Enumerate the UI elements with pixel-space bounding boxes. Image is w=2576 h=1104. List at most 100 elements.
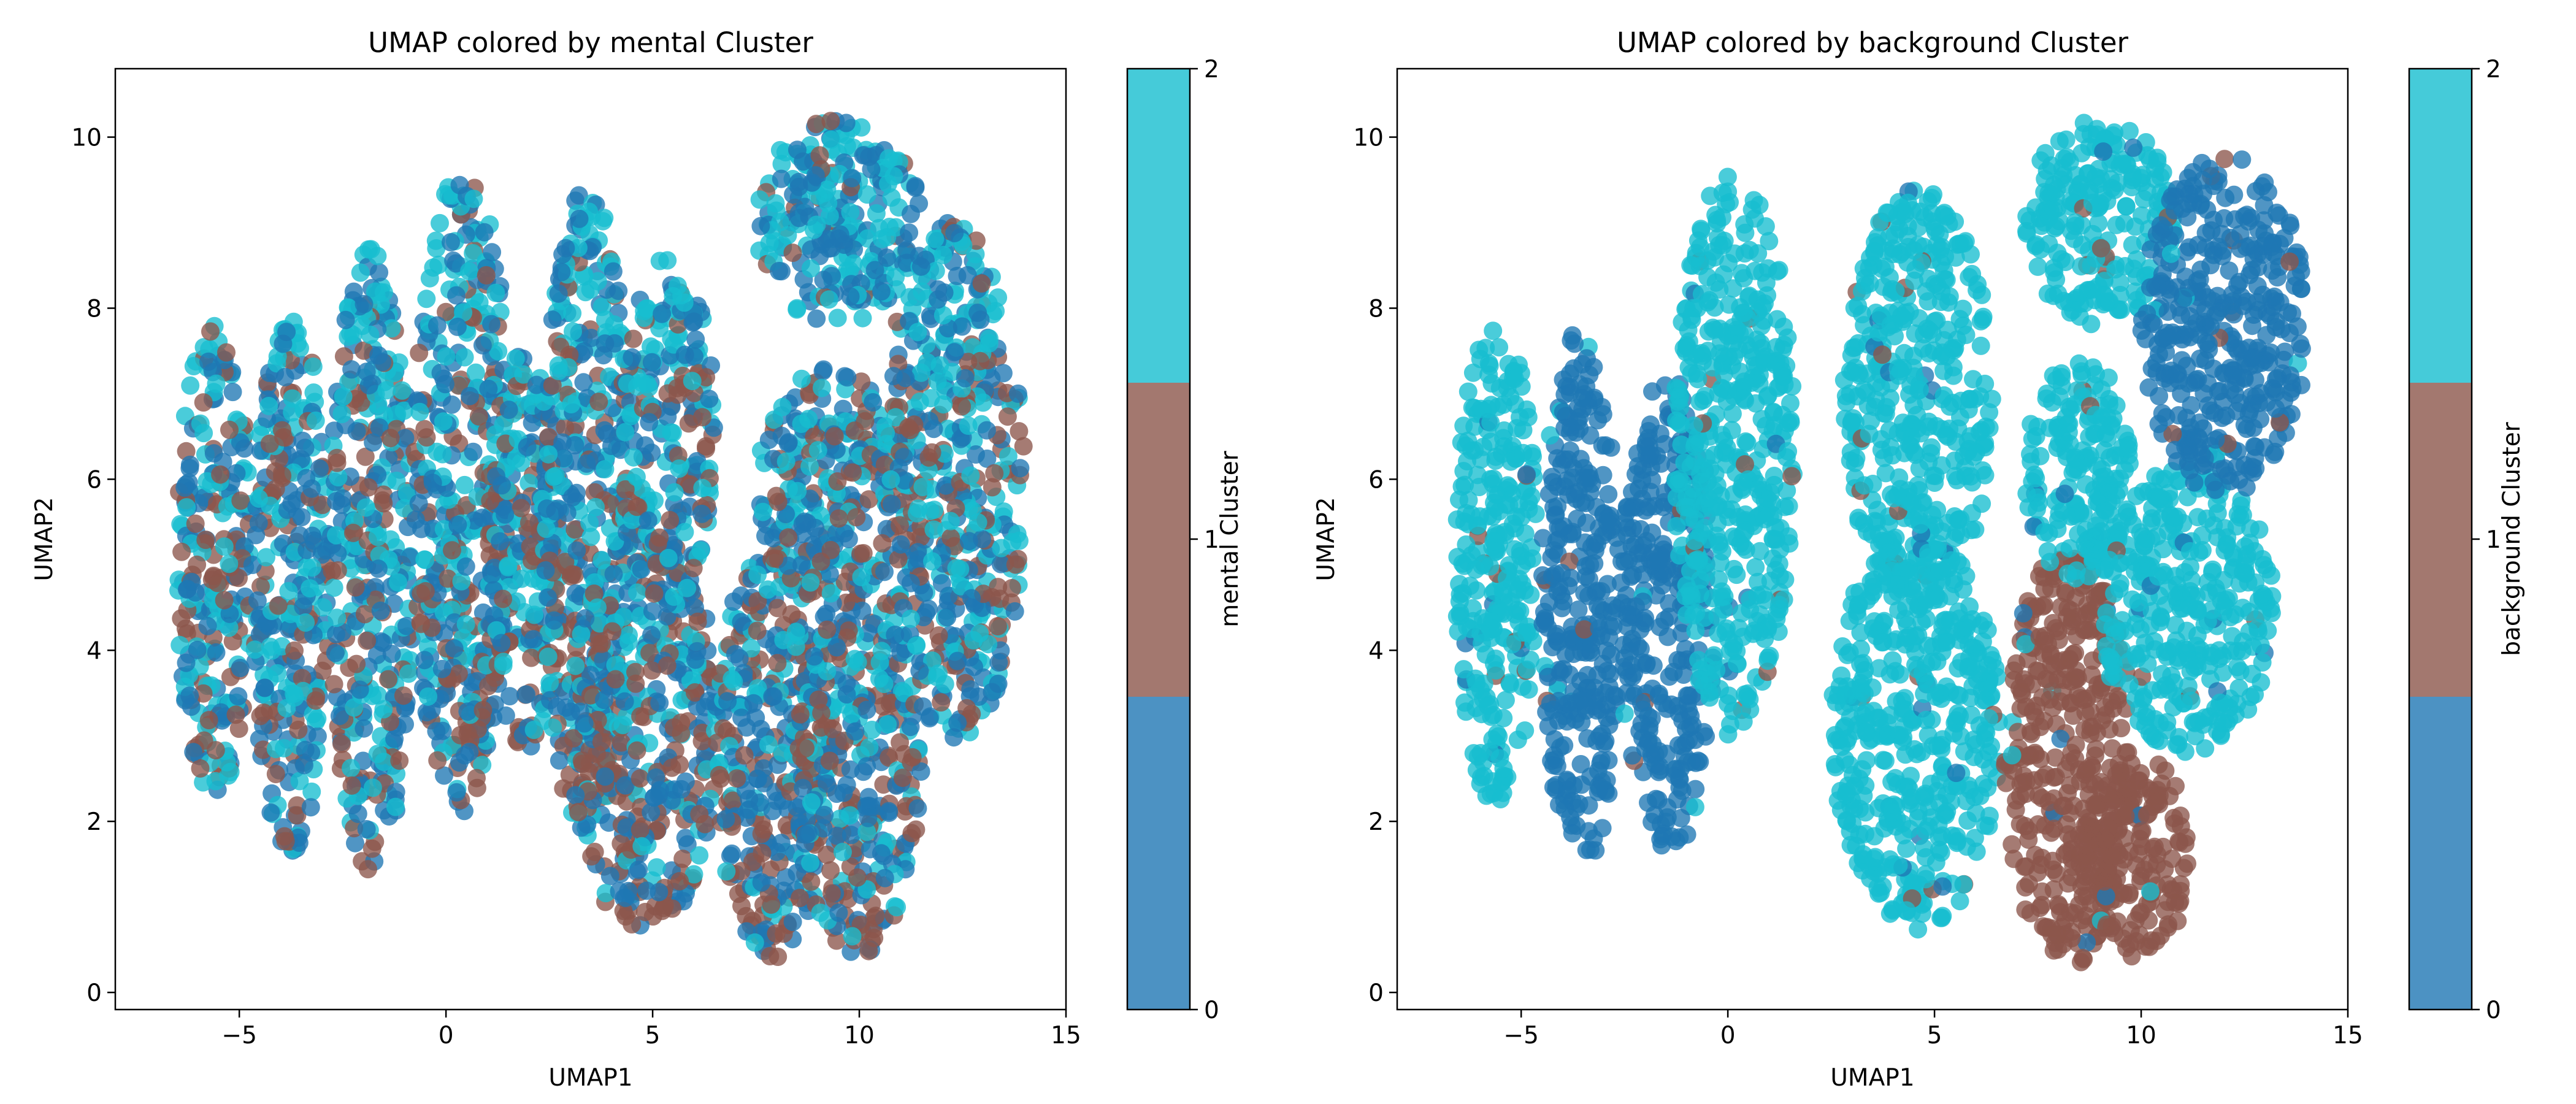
left-scatter-point [643,602,662,621]
left-scatter-point [830,509,848,527]
left-scatter-point [261,803,280,822]
left-scatter-point [822,884,841,903]
left-scatter-point [283,389,302,408]
left-scatter-point [374,494,393,513]
left-scatter-point [329,561,347,580]
left-scatter-point [231,491,250,510]
left-scatter-point [932,693,950,711]
left-colorbar-tick-0: 0 [1204,997,1219,1024]
left-scatter-point [989,617,1007,635]
left-scatter-point [636,903,654,921]
left-scatter-point [784,243,802,262]
left-scatter-point [860,738,878,756]
left-scatter-point [900,288,919,307]
left-scatter-point [618,375,637,393]
left-scatter-point [325,675,343,694]
left-scatter-point [718,692,737,710]
left-scatter-point [887,898,906,916]
left-scatter-point [186,515,205,533]
left-scatter-point [356,605,374,623]
left-colorbar-seg-0 [1127,697,1190,1010]
left-scatter-point [873,534,891,553]
left-scatter-point [279,582,297,600]
left-scatter-point [639,512,657,530]
left-scatter-point [951,560,969,578]
left-scatter-point [574,373,592,391]
left-scatter-point [883,188,901,207]
left-scatter-point [215,537,234,556]
left-scatter-point [953,317,972,335]
left-scatter-point [802,793,821,811]
left-scatter-point [801,854,819,872]
left-scatter-point [693,479,711,497]
right-scatter-point [1497,691,1515,710]
left-scatter-point [443,541,461,559]
left-scatter-point [224,383,242,401]
left-x-tick-label: 15 [1051,1022,1081,1049]
left-scatter-point [662,423,680,442]
left-scatter-point [735,746,754,765]
left-scatter-point [221,763,240,781]
right-scatter-point [1585,829,1603,848]
left-scatter-point [885,167,903,185]
left-scatter-point [813,379,831,397]
left-scatter-point [819,239,838,258]
left-scatter-point [308,710,326,728]
left-scatter-point [878,715,897,734]
left-scatter-point [827,638,846,656]
left-scatter-point [857,757,876,775]
left-scatter-point [770,262,788,280]
left-scatter-point [609,282,627,300]
left-scatter-point [973,274,991,293]
right-scatter-point [1593,398,1611,416]
right-scatter-point [1469,748,1487,766]
left-scatter-point [586,843,604,861]
left-scatter-point [329,545,347,563]
left-scatter-point [369,559,388,578]
left-scatter-point [994,364,1013,382]
left-scatter-point [847,508,865,526]
left-scatter-point [934,306,953,324]
left-scatter-point [332,496,351,514]
left-scatter-point [723,670,741,688]
left-scatter-point [389,573,407,592]
left-scatter-point [358,362,376,381]
left-scatter-point [670,872,689,891]
left-scatter-point [992,539,1010,558]
left-scatter-point [344,524,362,542]
left-scatter-point [911,393,929,411]
left-scatter-point [442,233,460,251]
left-scatter-point [732,613,751,631]
left-scatter-point [275,739,293,757]
left-scatter-point [424,258,442,277]
left-scatter-point [908,323,927,341]
left-scatter-point [566,657,585,675]
left-scatter-point [672,713,690,732]
left-scatter-point [369,527,387,546]
left-scatter-point [696,815,714,834]
left-scatter-point [351,264,370,282]
right-scatter-point [1482,708,1500,726]
left-scatter-point [379,670,397,689]
left-scatter-point [854,309,872,328]
left-scatter-point [437,347,455,366]
left-scatter-point [575,715,594,733]
left-scatter-point [873,642,891,661]
left-scatter-point [716,810,735,829]
left-scatter-point [822,267,841,285]
right-scatter-point [1495,587,1513,605]
left-scatter-point [257,548,275,567]
left-scatter-point [643,661,661,680]
left-scatter-point [822,584,840,602]
left-scatter-point [541,691,559,710]
left-scatter-point [567,484,586,502]
left-scatter-point [451,176,469,194]
left-scatter-point [427,722,445,740]
left-scatter-point [814,819,832,838]
right-scatter-point [1592,751,1611,770]
left-scatter-point [332,405,351,423]
left-scatter-point [755,774,773,792]
right-scatter-point [1508,601,1527,619]
left-scatter-point [680,414,698,432]
